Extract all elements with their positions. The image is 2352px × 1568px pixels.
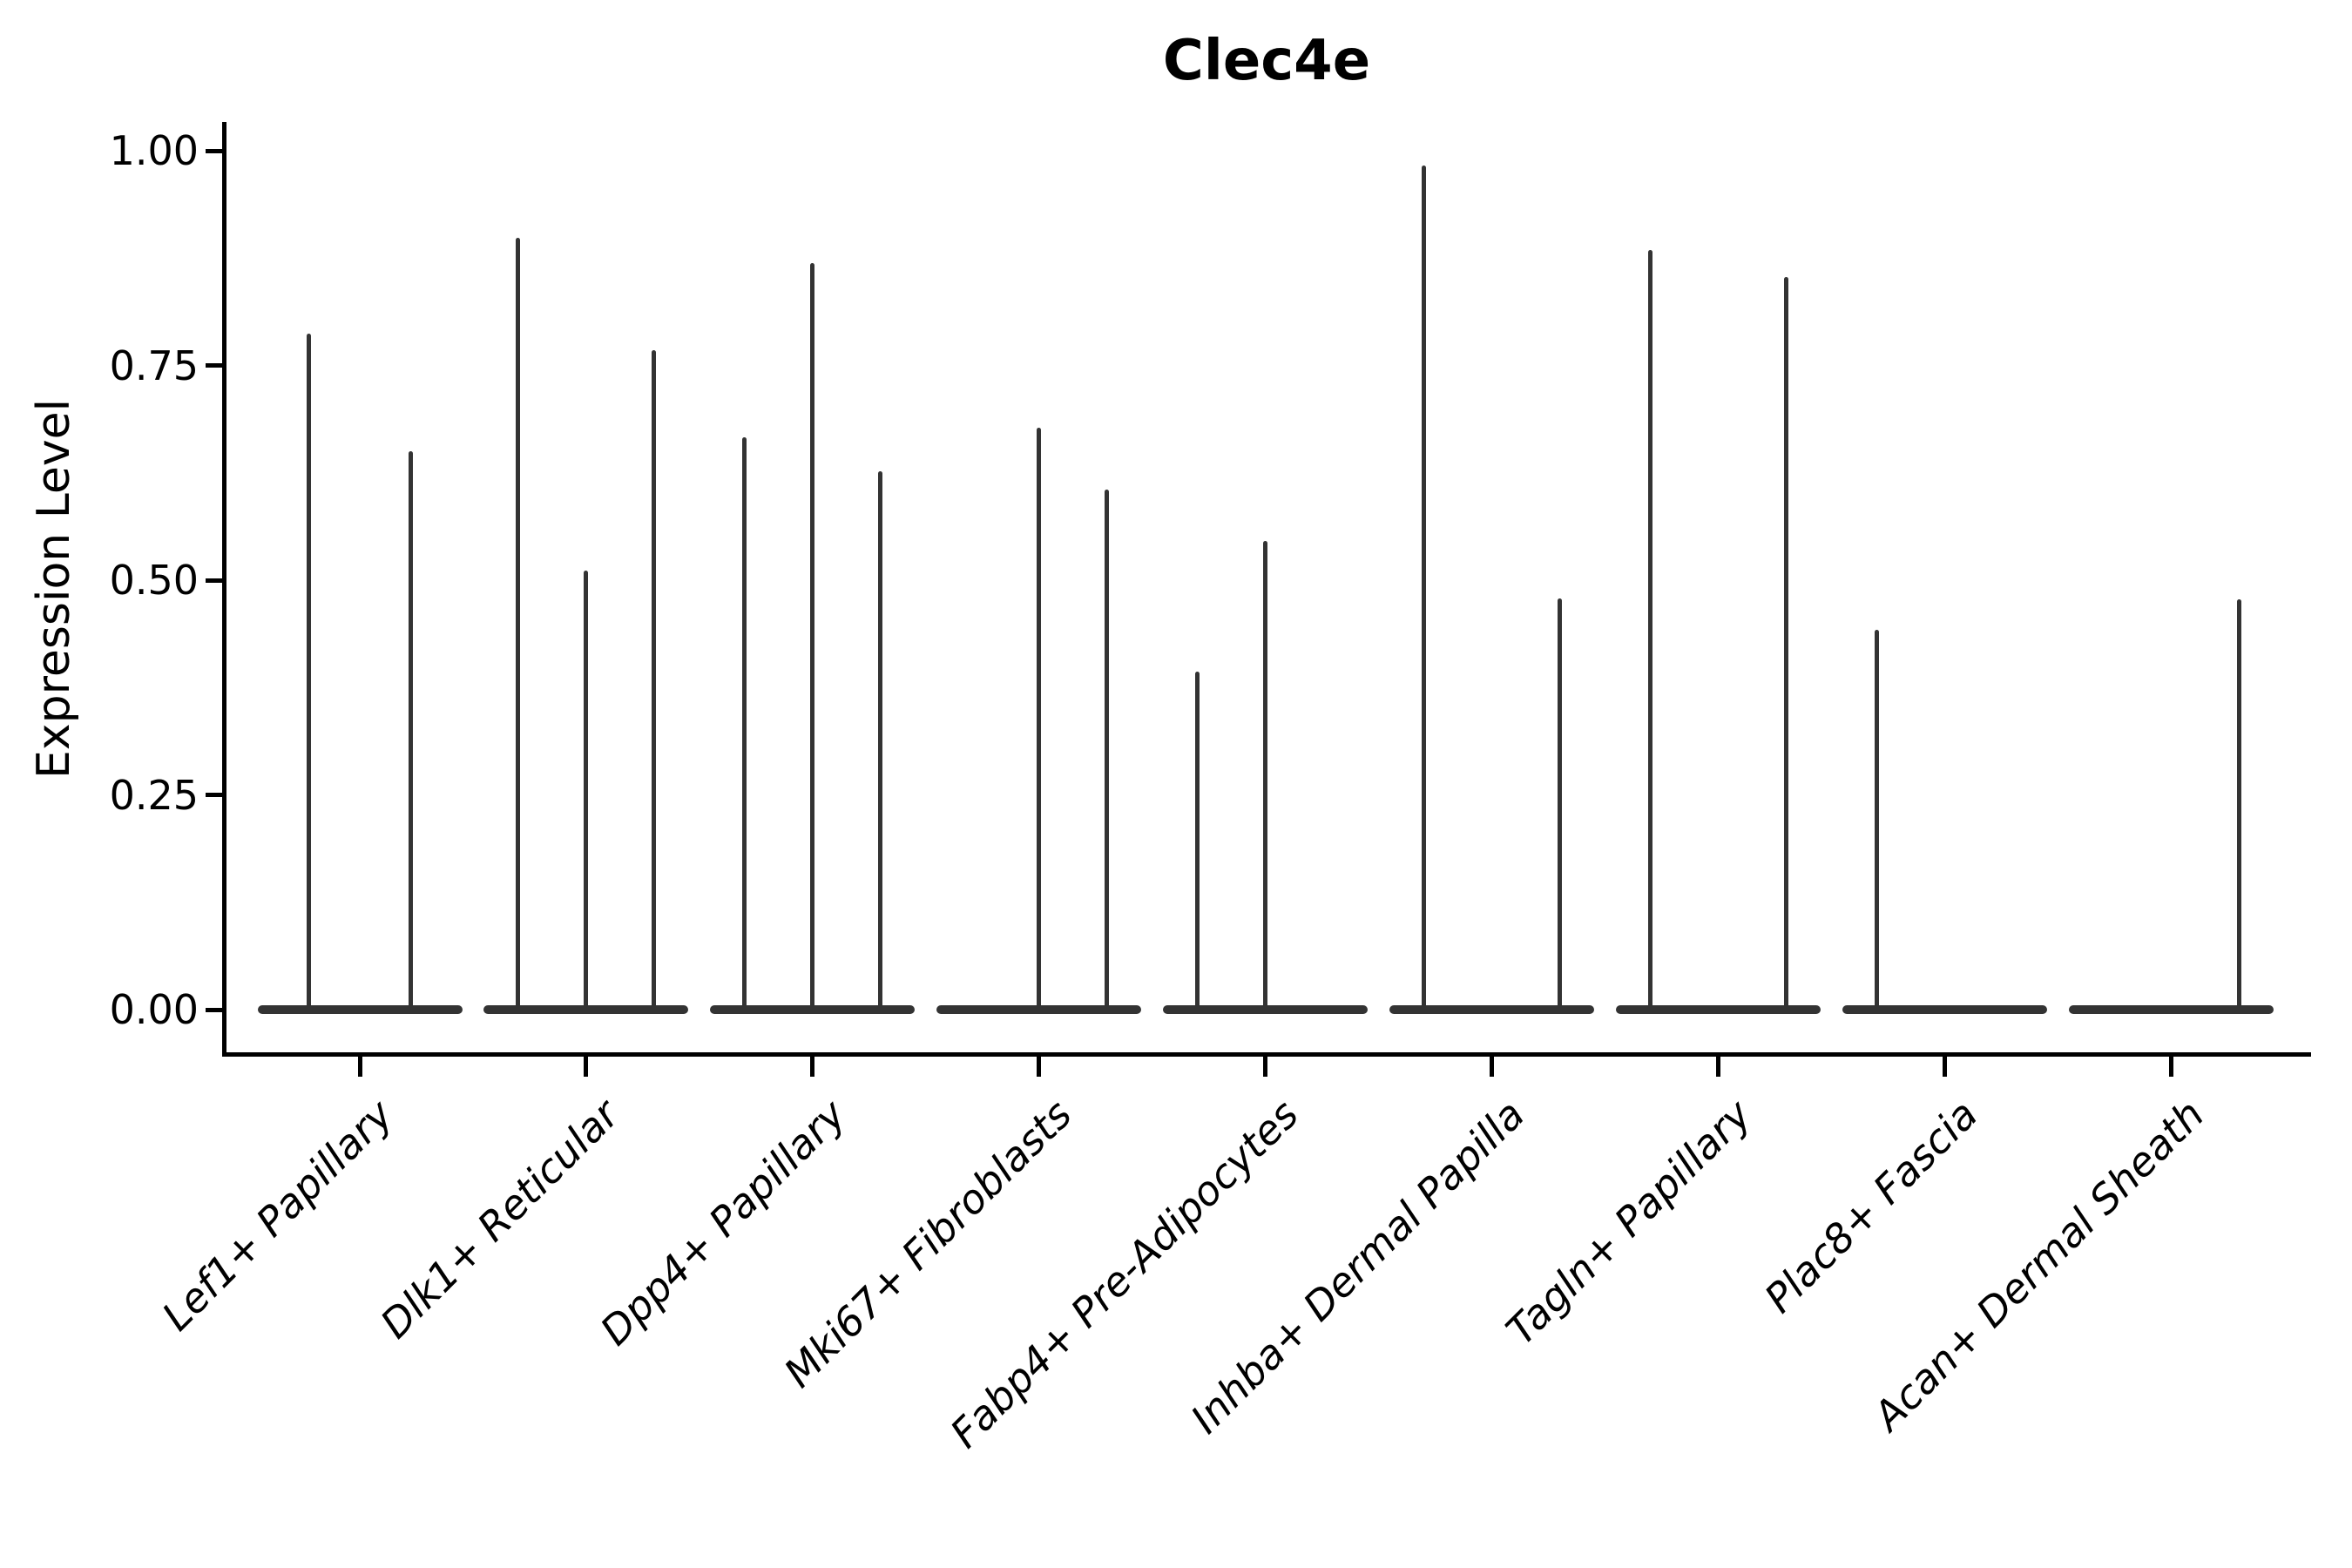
x-tick-mark [1037,1056,1042,1077]
y-tick-mark [206,793,225,797]
violin-base [257,1005,463,1014]
chart-title: Clec4e [1162,29,1371,93]
violin-spike [584,571,589,1010]
x-axis-category-label: Tagln+ Papillary [1497,1091,1761,1355]
y-tick-mark [206,578,225,583]
violin-spike [1037,428,1042,1010]
y-tick-mark [206,1007,225,1012]
x-tick-mark [1489,1056,1494,1077]
x-axis-category-label: Dlk1+ Reticular [371,1091,629,1348]
violin-spike [1263,540,1267,1010]
violin-base [483,1005,689,1014]
y-tick-label: 0.00 [109,986,199,1033]
y-tick-label: 0.50 [109,557,199,604]
violin-spike [1874,630,1879,1010]
y-tick-label: 0.25 [109,771,199,819]
y-tick-mark [206,363,225,368]
violin-spike [307,334,311,1010]
x-tick-mark [1715,1056,1720,1077]
violin-spike [1105,490,1110,1010]
violin-spike [652,349,657,1010]
violin-spike [516,237,521,1010]
x-axis-category-label: Dpp4+ Papillary [591,1091,855,1355]
violin-spike [878,470,883,1010]
x-axis-line [222,1052,2311,1057]
y-tick-label: 0.75 [109,341,199,389]
y-tick-mark [206,148,225,153]
x-tick-mark [810,1056,815,1077]
violin-base [936,1005,1142,1014]
x-tick-mark [584,1056,589,1077]
x-tick-mark [1263,1056,1267,1077]
y-tick-label: 1.00 [109,127,199,174]
x-tick-mark [357,1056,362,1077]
violin-base [1389,1005,1594,1014]
violin-base [1842,1005,2047,1014]
violin-spike [742,437,747,1010]
x-tick-mark [1942,1056,1947,1077]
violin-base [710,1005,916,1014]
y-axis-line [222,122,226,1057]
violin-spike [1557,598,1562,1010]
violin-base [1163,1005,1368,1014]
violin-base [2068,1005,2274,1014]
violin-spike [1195,671,1200,1010]
violin-spike [810,263,815,1010]
violin-spike [1783,276,1788,1010]
violin-spike [1647,250,1652,1010]
violin-base [1615,1005,1821,1014]
x-axis-category-label: Lef1+ Papillary [152,1091,402,1340]
x-axis-category-label: Plac8+ Fascia [1754,1091,1987,1322]
violin-spike [409,451,413,1010]
violin-spike [1421,165,1426,1010]
x-tick-mark [2168,1056,2173,1077]
violin-spike [2236,598,2241,1010]
